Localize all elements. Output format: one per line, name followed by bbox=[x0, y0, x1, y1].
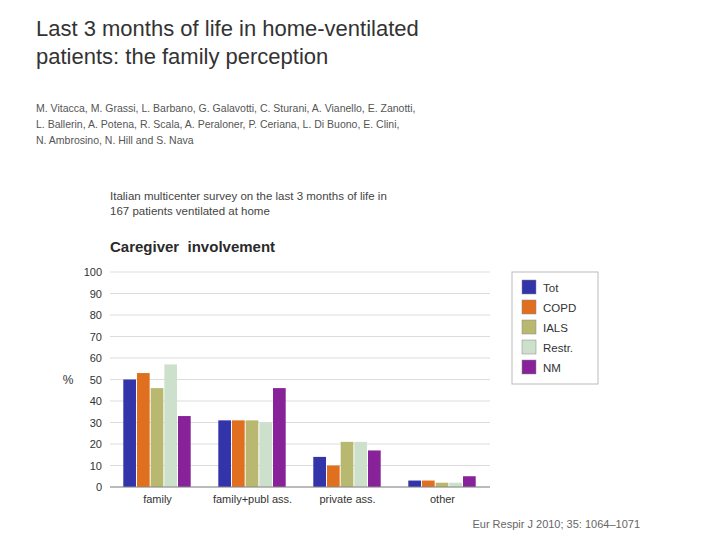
x-tick-label: private ass. bbox=[319, 493, 375, 505]
bar bbox=[164, 364, 177, 487]
bar bbox=[178, 416, 191, 487]
y-tick-label: 30 bbox=[90, 417, 102, 429]
bar bbox=[341, 442, 354, 487]
y-tick-label: 60 bbox=[90, 352, 102, 364]
legend-label: Tot bbox=[543, 282, 559, 294]
y-tick-label: 50 bbox=[90, 374, 102, 386]
bars bbox=[123, 364, 475, 487]
grid bbox=[110, 272, 490, 487]
legend-swatch bbox=[522, 280, 536, 294]
bar bbox=[273, 388, 286, 487]
bar bbox=[422, 481, 435, 487]
legend-frame bbox=[512, 272, 598, 384]
chart: Last 3 months of life in home-ventilated… bbox=[0, 0, 720, 540]
legend-label: COPD bbox=[543, 302, 576, 314]
bar bbox=[151, 388, 164, 487]
bar bbox=[232, 420, 245, 487]
bar bbox=[436, 483, 449, 487]
legend-label: NM bbox=[543, 362, 561, 374]
authors: L. Ballerin, A. Potena, R. Scala, A. Per… bbox=[36, 118, 399, 130]
grid-line bbox=[110, 315, 490, 316]
subtitle: 167 patients ventilated at home bbox=[110, 205, 270, 217]
legend: Tot COPD IALS Restr. NM bbox=[512, 272, 598, 384]
bar bbox=[313, 457, 326, 487]
background bbox=[0, 0, 720, 540]
bar bbox=[137, 373, 150, 487]
y-axis-label: % bbox=[63, 373, 74, 387]
bar bbox=[123, 380, 136, 488]
bar bbox=[327, 466, 340, 488]
legend-label: Restr. bbox=[543, 342, 573, 354]
legend-swatch bbox=[522, 300, 536, 314]
x-tick-label: other bbox=[430, 493, 455, 505]
authors: N. Ambrosino, N. Hill and S. Nava bbox=[36, 134, 194, 146]
legend-swatch bbox=[522, 320, 536, 334]
y-tick-label: 70 bbox=[90, 331, 102, 343]
footer: Eur Respir J 2010; 35: 1064–1071 bbox=[472, 518, 640, 530]
bar bbox=[246, 420, 259, 487]
grid-line bbox=[110, 293, 490, 294]
y-tick-label: 20 bbox=[90, 438, 102, 450]
y-tick-label: 10 bbox=[90, 460, 102, 472]
y-tick-label: 40 bbox=[90, 395, 102, 407]
legend-swatch bbox=[522, 340, 536, 354]
subtitle: Italian multicenter survey on the last 3… bbox=[110, 190, 387, 202]
x-tick-label: family+publ ass. bbox=[213, 493, 292, 505]
bar bbox=[408, 481, 421, 487]
legend-label: IALS bbox=[543, 322, 568, 334]
y-tick-label: 90 bbox=[90, 288, 102, 300]
title: Last 3 months of life in home-ventilated bbox=[36, 16, 419, 41]
chart-heading: Caregiver involvement bbox=[110, 238, 275, 255]
y-tick-label: 100 bbox=[84, 266, 102, 278]
grid-line bbox=[110, 487, 490, 488]
grid-line bbox=[110, 272, 490, 273]
y-tick-label: 0 bbox=[96, 481, 102, 493]
bar bbox=[354, 442, 367, 487]
bar bbox=[259, 423, 272, 488]
grid-line bbox=[110, 358, 490, 359]
authors: M. Vitacca, M. Grassi, L. Barbano, G. Ga… bbox=[36, 102, 416, 114]
grid-line bbox=[110, 336, 490, 337]
bar bbox=[368, 450, 381, 487]
y-tick-label: 80 bbox=[90, 309, 102, 321]
title: patients: the family perception bbox=[36, 44, 328, 69]
bar bbox=[218, 420, 231, 487]
legend-swatch bbox=[522, 360, 536, 374]
bar bbox=[463, 476, 476, 487]
x-tick-label: family bbox=[143, 493, 172, 505]
bar bbox=[449, 483, 462, 487]
x-axis-line bbox=[110, 487, 490, 488]
